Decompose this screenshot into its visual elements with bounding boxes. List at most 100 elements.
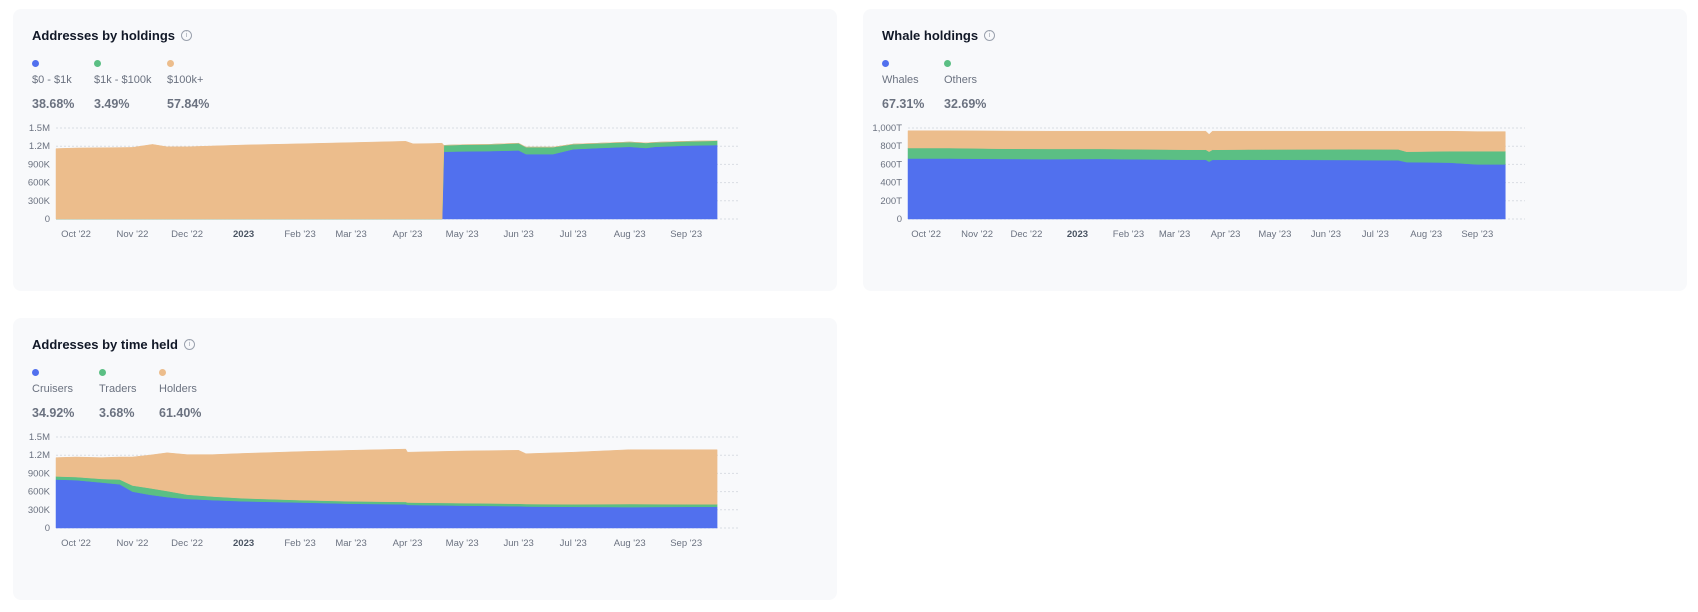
x-tick-label: Dec '22 (171, 538, 203, 549)
legend-item[interactable]: Holders 61.40% (159, 369, 229, 420)
legend-value: 38.68% (32, 97, 75, 111)
x-tick-label: Sep '23 (670, 538, 702, 549)
y-tick-label: 0 (45, 523, 50, 534)
time-held-title: Addresses by time held i (32, 337, 195, 352)
info-icon[interactable]: i (183, 339, 195, 350)
y-tick-label: 600K (28, 487, 51, 498)
legend-value: 34.92% (32, 406, 75, 420)
x-tick-label: Apr '23 (1211, 229, 1241, 240)
y-tick-label: 1.5M (29, 123, 50, 134)
y-tick-label: 900K (28, 468, 51, 479)
x-tick-label: Feb '23 (284, 229, 315, 240)
x-tick-label: Nov '22 (961, 229, 993, 240)
x-tick-label: Jun '23 (503, 538, 533, 549)
whale-area-chart[interactable]: 0 200T 400T 600T 800T 1,000T Oct '22 Nov '22 Dec… (863, 9, 1687, 291)
legend-dot (167, 60, 174, 67)
legend-label: Cruisers (32, 383, 73, 395)
info-icon[interactable]: i (181, 30, 193, 41)
x-tick-label: Feb '23 (284, 538, 315, 549)
x-tick-label: Oct '22 (61, 229, 91, 240)
legend-value: 61.40% (159, 406, 202, 420)
whale-title: Whale holdings i (882, 28, 996, 43)
y-tick-label: 0 (897, 214, 902, 225)
y-tick-label: 1,000T (872, 123, 902, 134)
legend-dot (99, 369, 106, 376)
x-tick-label: Aug '23 (1410, 229, 1442, 240)
info-icon[interactable]: i (984, 30, 996, 41)
holdings-title: Addresses by holdings i (32, 28, 193, 43)
legend-value: 67.31% (882, 97, 925, 111)
x-tick-label: Oct '22 (61, 538, 91, 549)
legend-dot (159, 369, 166, 376)
x-tick-label: Oct '22 (911, 229, 941, 240)
whale-legend: Whales 67.31% Others 32.69% (882, 60, 1014, 111)
x-tick-label: Feb '23 (1113, 229, 1144, 240)
x-tick-label: 2023 (233, 229, 254, 240)
x-tick-label: Mar '23 (335, 229, 366, 240)
y-tick-label: 200T (880, 196, 902, 207)
x-tick-label: May '23 (446, 229, 479, 240)
series-area--100k-[interactable] (907, 130, 1506, 152)
legend-item[interactable]: Whales 67.31% (882, 60, 944, 111)
legend-value: 3.49% (94, 97, 130, 111)
x-tick-label: Sep '23 (1461, 229, 1493, 240)
legend-value: 3.68% (99, 406, 135, 420)
holdings-title-text: Addresses by holdings (32, 28, 176, 43)
x-tick-label: Jul '23 (560, 229, 587, 240)
legend-item[interactable]: $0 - $1k 38.68% (32, 60, 94, 111)
legend-item[interactable]: $100k+ 57.84% (167, 60, 237, 111)
x-tick-label: Nov '22 (117, 538, 149, 549)
time-held-area-chart[interactable]: 0 300K 600K 900K 1.2M 1.5M Oct '22 Nov '22 Dec '… (13, 318, 837, 600)
x-tick-label: Mar '23 (1159, 229, 1190, 240)
x-tick-label: Aug '23 (614, 538, 646, 549)
legend-dot (944, 60, 951, 67)
legend-label: $0 - $1k (32, 74, 72, 86)
x-tick-label: Apr '23 (393, 229, 423, 240)
y-tick-label: 0 (45, 214, 50, 225)
x-tick-label: Dec '22 (171, 229, 203, 240)
whale-card: Whale holdings i Whales 67.31% Others 32… (863, 9, 1687, 291)
legend-value: 57.84% (167, 97, 210, 111)
legend-dot (32, 369, 39, 376)
x-tick-label: 2023 (233, 538, 254, 549)
x-tick-label: May '23 (1258, 229, 1291, 240)
x-tick-label: Mar '23 (335, 538, 366, 549)
legend-label: $1k - $100k (94, 74, 152, 86)
series-area-holders[interactable] (55, 448, 718, 505)
holdings-area-chart[interactable]: 0 300K 600K 900K 1.2M 1.5M Oct '22 Nov '22 Dec '… (13, 9, 837, 291)
legend-label: Holders (159, 383, 197, 395)
y-tick-label: 1.5M (29, 432, 50, 443)
x-tick-label: Sep '23 (670, 229, 702, 240)
legend-item[interactable]: $1k - $100k 3.49% (94, 60, 167, 111)
series-area--100k-[interactable] (55, 140, 718, 220)
y-tick-label: 1.2M (29, 141, 50, 152)
legend-label: Others (944, 74, 978, 86)
time-held-title-text: Addresses by time held (32, 337, 178, 352)
x-tick-label: Aug '23 (614, 229, 646, 240)
holdings-legend: $0 - $1k 38.68% $1k - $100k 3.49% $100k+… (32, 60, 237, 111)
y-tick-label: 300K (28, 196, 51, 207)
y-tick-label: 900K (28, 159, 51, 170)
y-tick-label: 800T (880, 141, 902, 152)
legend-item[interactable]: Cruisers 34.92% (32, 369, 99, 420)
y-tick-label: 400T (880, 178, 902, 189)
legend-item[interactable]: Others 32.69% (944, 60, 1014, 111)
x-tick-label: Apr '23 (393, 538, 423, 549)
x-tick-label: 2023 (1067, 229, 1088, 240)
x-tick-label: May '23 (446, 538, 479, 549)
x-tick-label: Jun '23 (503, 229, 533, 240)
y-tick-label: 600T (880, 159, 902, 170)
x-tick-label: Jul '23 (560, 538, 587, 549)
legend-dot (882, 60, 889, 67)
legend-label: Traders (99, 383, 137, 395)
holdings-card: Addresses by holdings i $0 - $1k 38.68% … (13, 9, 837, 291)
legend-label: Whales (882, 74, 919, 86)
legend-value: 32.69% (944, 97, 987, 111)
legend-item[interactable]: Traders 3.68% (99, 369, 159, 420)
y-tick-label: 300K (28, 505, 51, 516)
x-tick-label: Jul '23 (1362, 229, 1389, 240)
series-area-whales[interactable] (907, 158, 1506, 220)
y-tick-label: 1.2M (29, 450, 50, 461)
time-held-card: Addresses by time held i Cruisers 34.92%… (13, 318, 837, 600)
y-tick-label: 600K (28, 178, 51, 189)
